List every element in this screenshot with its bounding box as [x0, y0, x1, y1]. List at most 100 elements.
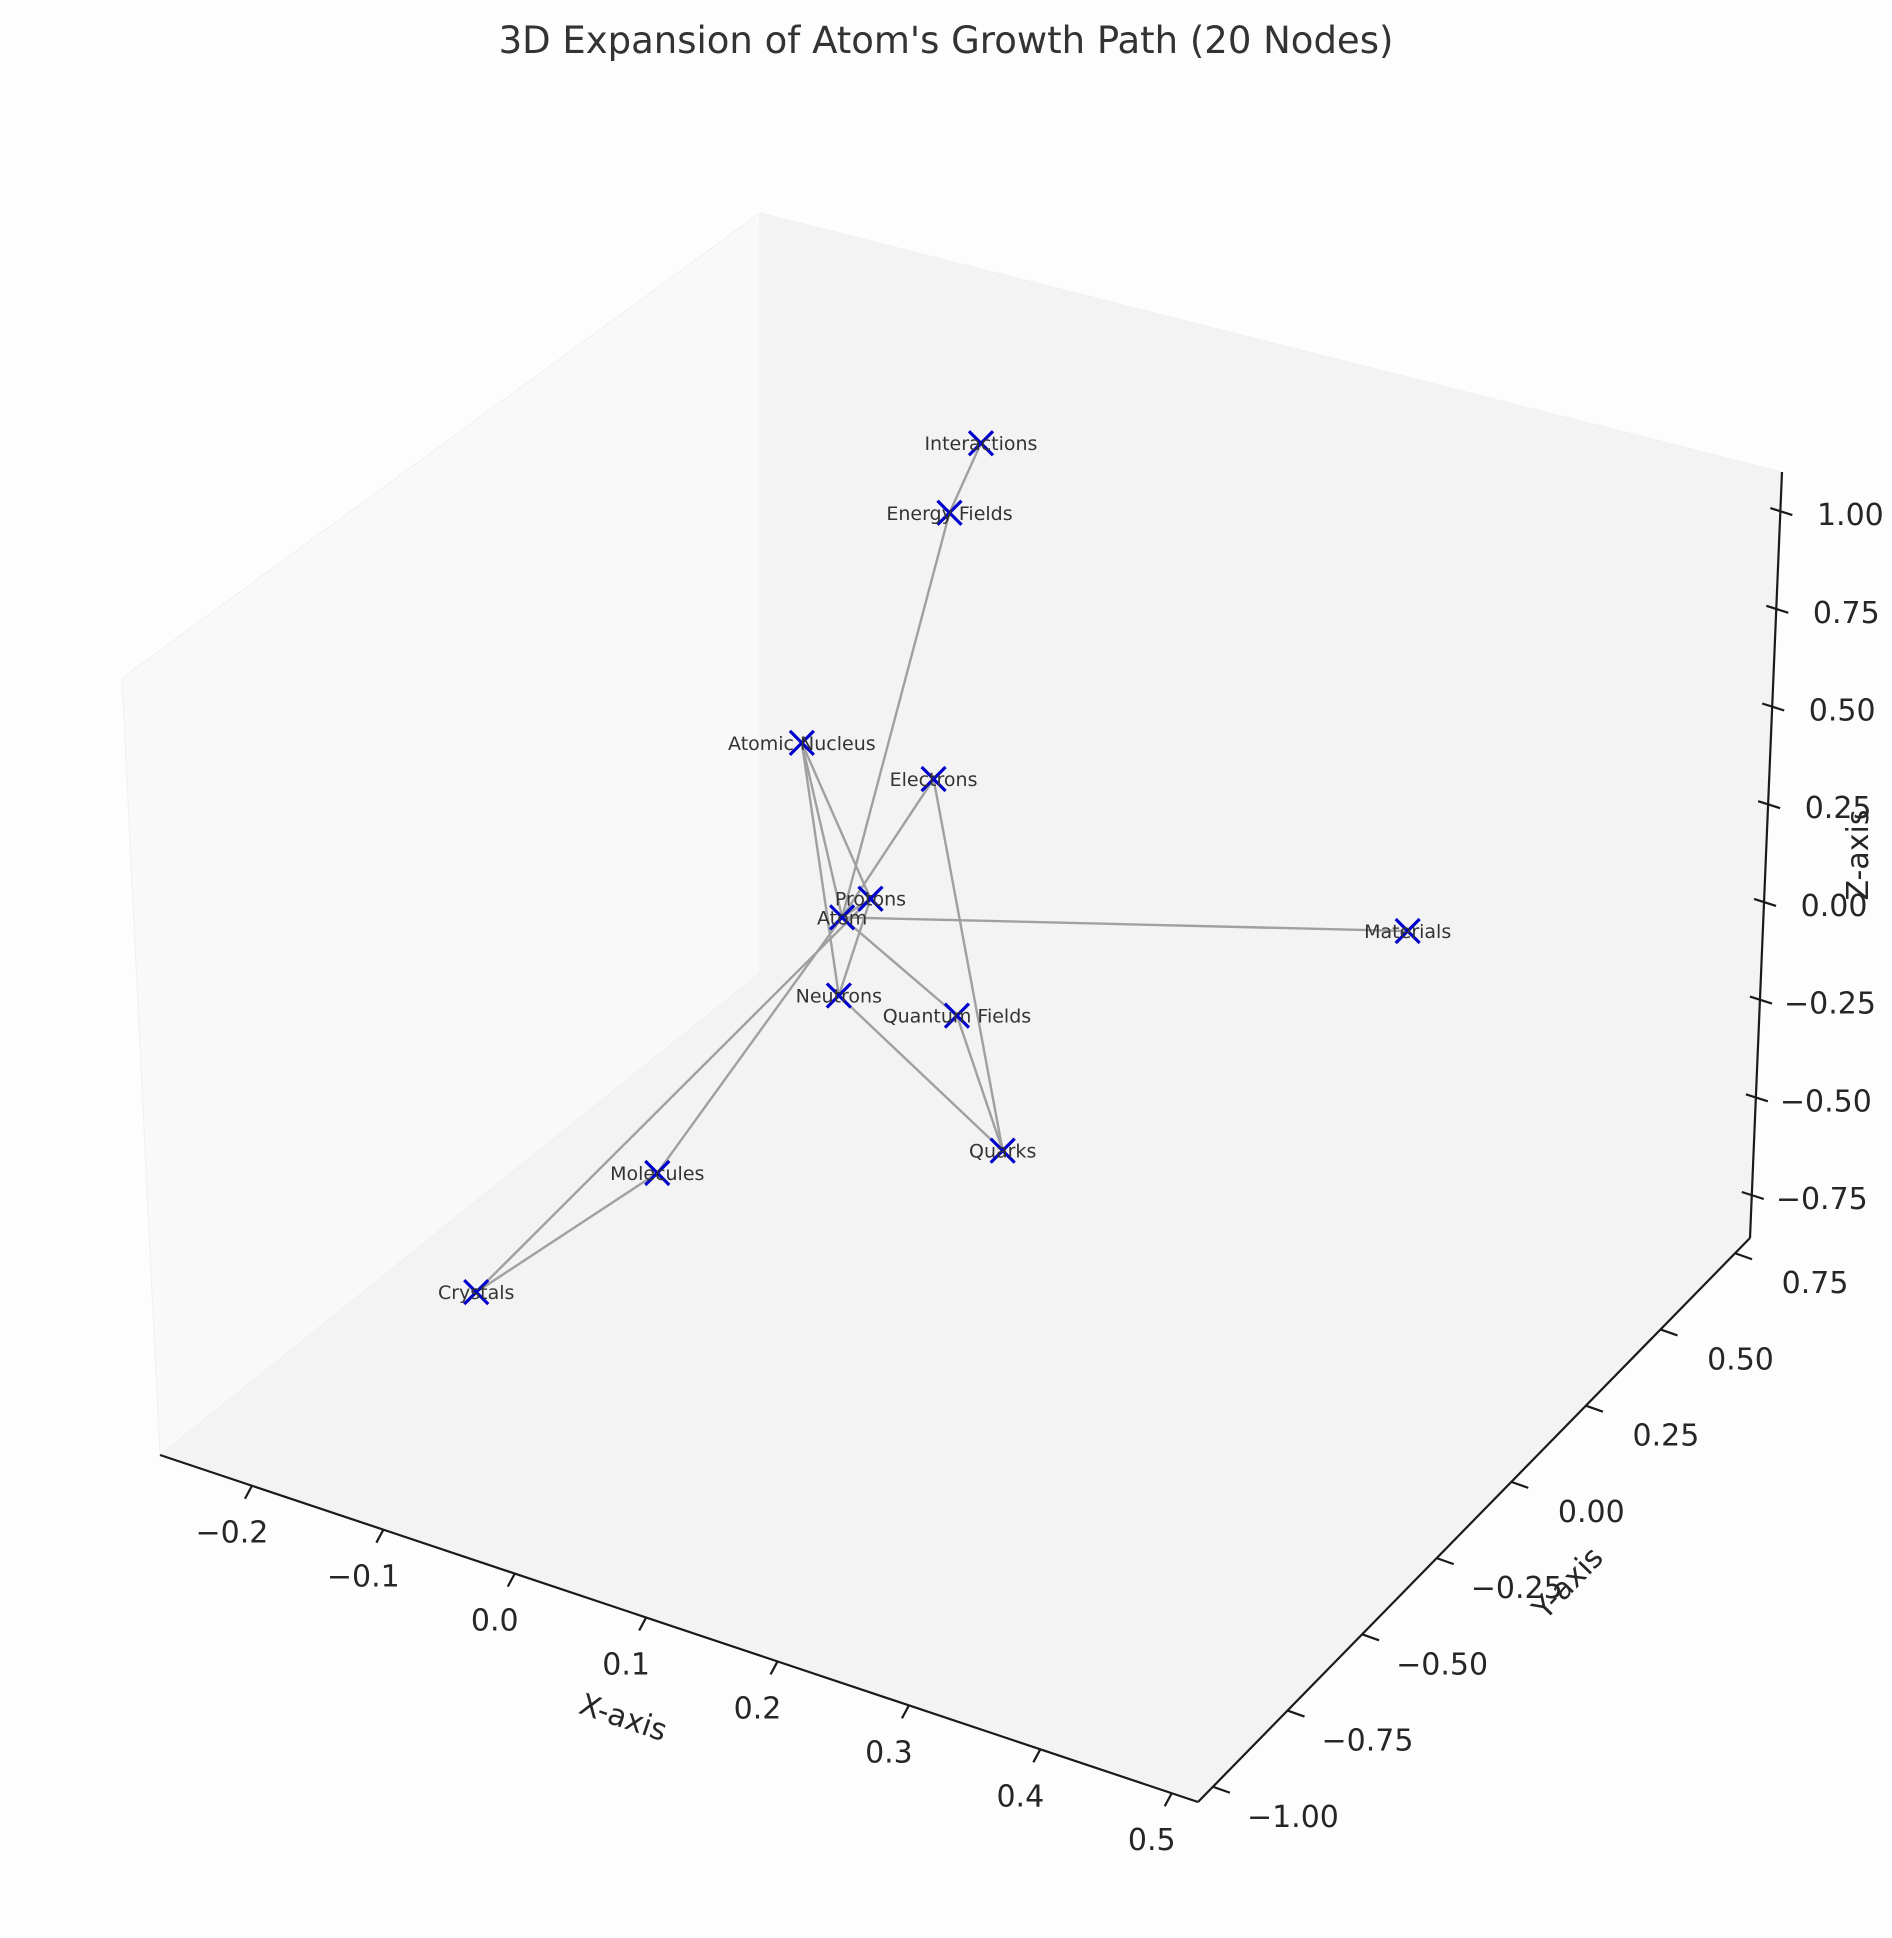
x-tick: [900, 1704, 910, 1719]
z-axis-line: [1748, 471, 1784, 1239]
edge-line: [841, 778, 935, 919]
z-tick: [1770, 507, 1793, 517]
marker-stroke: [989, 1137, 1016, 1164]
y-tick: [1585, 1404, 1604, 1413]
node-label: Crystals: [438, 1282, 515, 1304]
edge-line: [840, 512, 951, 918]
node-marker: [463, 1278, 490, 1306]
z-tick-label: −0.50: [1780, 1084, 1872, 1119]
y-tick: [1660, 1328, 1678, 1337]
marker-stroke: [644, 1159, 671, 1187]
marker-stroke: [828, 904, 856, 931]
x-tick: [375, 1529, 385, 1544]
y-tick: [1436, 1557, 1455, 1566]
y-tick: [1287, 1709, 1305, 1718]
node-marker: [644, 1159, 671, 1187]
edge-line: [837, 898, 872, 996]
edge-line: [838, 994, 1004, 1152]
edge-line: [800, 742, 872, 900]
x-tick: [506, 1573, 516, 1588]
x-tick-label: 0.2: [734, 1691, 782, 1726]
node-marker: [989, 1137, 1016, 1164]
y-tick-label: −0.25: [1471, 1571, 1563, 1606]
x-axis-label: X-axis: [575, 1687, 671, 1749]
node-label: Quantum Fields: [883, 1006, 1031, 1028]
y-tick: [1212, 1785, 1231, 1794]
chart-title: 3D Expansion of Atom's Growth Path (20 N…: [499, 19, 1394, 62]
node-label: Neutrons: [796, 986, 882, 1008]
y-tick-label: −0.75: [1322, 1724, 1414, 1759]
marker-stroke: [788, 729, 815, 757]
x-tick-label: −0.2: [196, 1516, 269, 1551]
edge-line: [800, 742, 844, 918]
z-tick: [1761, 702, 1785, 712]
marker-stroke: [1394, 917, 1421, 945]
node-label: Quarks: [969, 1141, 1036, 1163]
edge-line: [948, 442, 983, 514]
node-marker: [943, 1002, 971, 1029]
tick-layer: −0.2 −0.1 0.0 0.1 0.2 0.3 0.4 0.5 −1.00 −0.75 −0.5…: [196, 498, 1884, 1858]
marker-stroke: [825, 982, 852, 1009]
node-label: Interactions: [924, 433, 1037, 455]
z-tick: [1741, 1190, 1765, 1201]
x-tick: [1163, 1792, 1173, 1807]
y-tick-label: 0.75: [1782, 1266, 1849, 1301]
marker-stroke: [920, 765, 947, 793]
node-marker: [788, 729, 815, 757]
node-marker: [857, 885, 884, 912]
node-label: Energy Fields: [886, 503, 1012, 525]
z-tick-label: −0.25: [1784, 987, 1876, 1022]
edge-line: [932, 778, 1004, 1151]
node-marker: [967, 430, 995, 457]
node-label: Protons: [835, 889, 906, 911]
node-label: Atom: [817, 907, 867, 929]
marker-stroke: [943, 1002, 971, 1029]
z-tick: [1745, 1093, 1769, 1103]
edge-layer: [475, 442, 1408, 1294]
z-tick: [1765, 604, 1789, 614]
z-tick: [1753, 897, 1777, 907]
y-tick: [1510, 1480, 1529, 1489]
z-tick: [1757, 800, 1781, 810]
z-tick-label: 0.50: [1809, 693, 1876, 728]
node-marker: [828, 904, 856, 931]
y-axis-line: [1197, 1237, 1751, 1803]
x-axis-line: [159, 1453, 1199, 1804]
marker-stroke: [463, 1278, 490, 1306]
node-label: Molecules: [610, 1163, 704, 1185]
x-tick: [1032, 1748, 1042, 1763]
y-tick-label: 0.00: [1558, 1495, 1625, 1530]
x-tick: [638, 1616, 648, 1632]
x-tick: [769, 1660, 779, 1675]
node-marker: [825, 982, 852, 1009]
node-label: Atomic Nucleus: [728, 733, 876, 755]
y-tick-label: −0.50: [1396, 1647, 1488, 1682]
marker-stroke: [967, 430, 995, 457]
edge-line: [800, 742, 841, 996]
y-tick-label: 0.50: [1707, 1342, 1774, 1377]
marker-stroke: [857, 885, 884, 912]
z-tick-label: 0.00: [1801, 889, 1868, 924]
node-label: Electrons: [890, 769, 978, 791]
node-marker: [1394, 917, 1421, 945]
y-tick-label: 0.25: [1632, 1419, 1699, 1454]
edge-line: [475, 1172, 658, 1294]
y-tick: [1734, 1252, 1753, 1261]
edge-line: [841, 916, 958, 1017]
node-marker: [936, 499, 963, 526]
z-tick-label: −0.75: [1776, 1182, 1868, 1217]
x-tick-label: 0.4: [996, 1779, 1044, 1814]
x-tick-label: 0.0: [471, 1604, 519, 1639]
x-tick-label: 0.1: [602, 1648, 650, 1683]
y-tick-label: −1.00: [1247, 1800, 1339, 1835]
x-tick-label: 0.3: [865, 1735, 913, 1770]
edge-line: [955, 1015, 1004, 1152]
x-tick: [244, 1485, 253, 1500]
edge-line: [656, 916, 844, 1174]
y-tick: [1361, 1633, 1380, 1642]
z-tick: [1749, 995, 1773, 1005]
z-axis-label: Z-axis: [1841, 810, 1876, 901]
z-tick-label: 0.75: [1813, 596, 1880, 631]
